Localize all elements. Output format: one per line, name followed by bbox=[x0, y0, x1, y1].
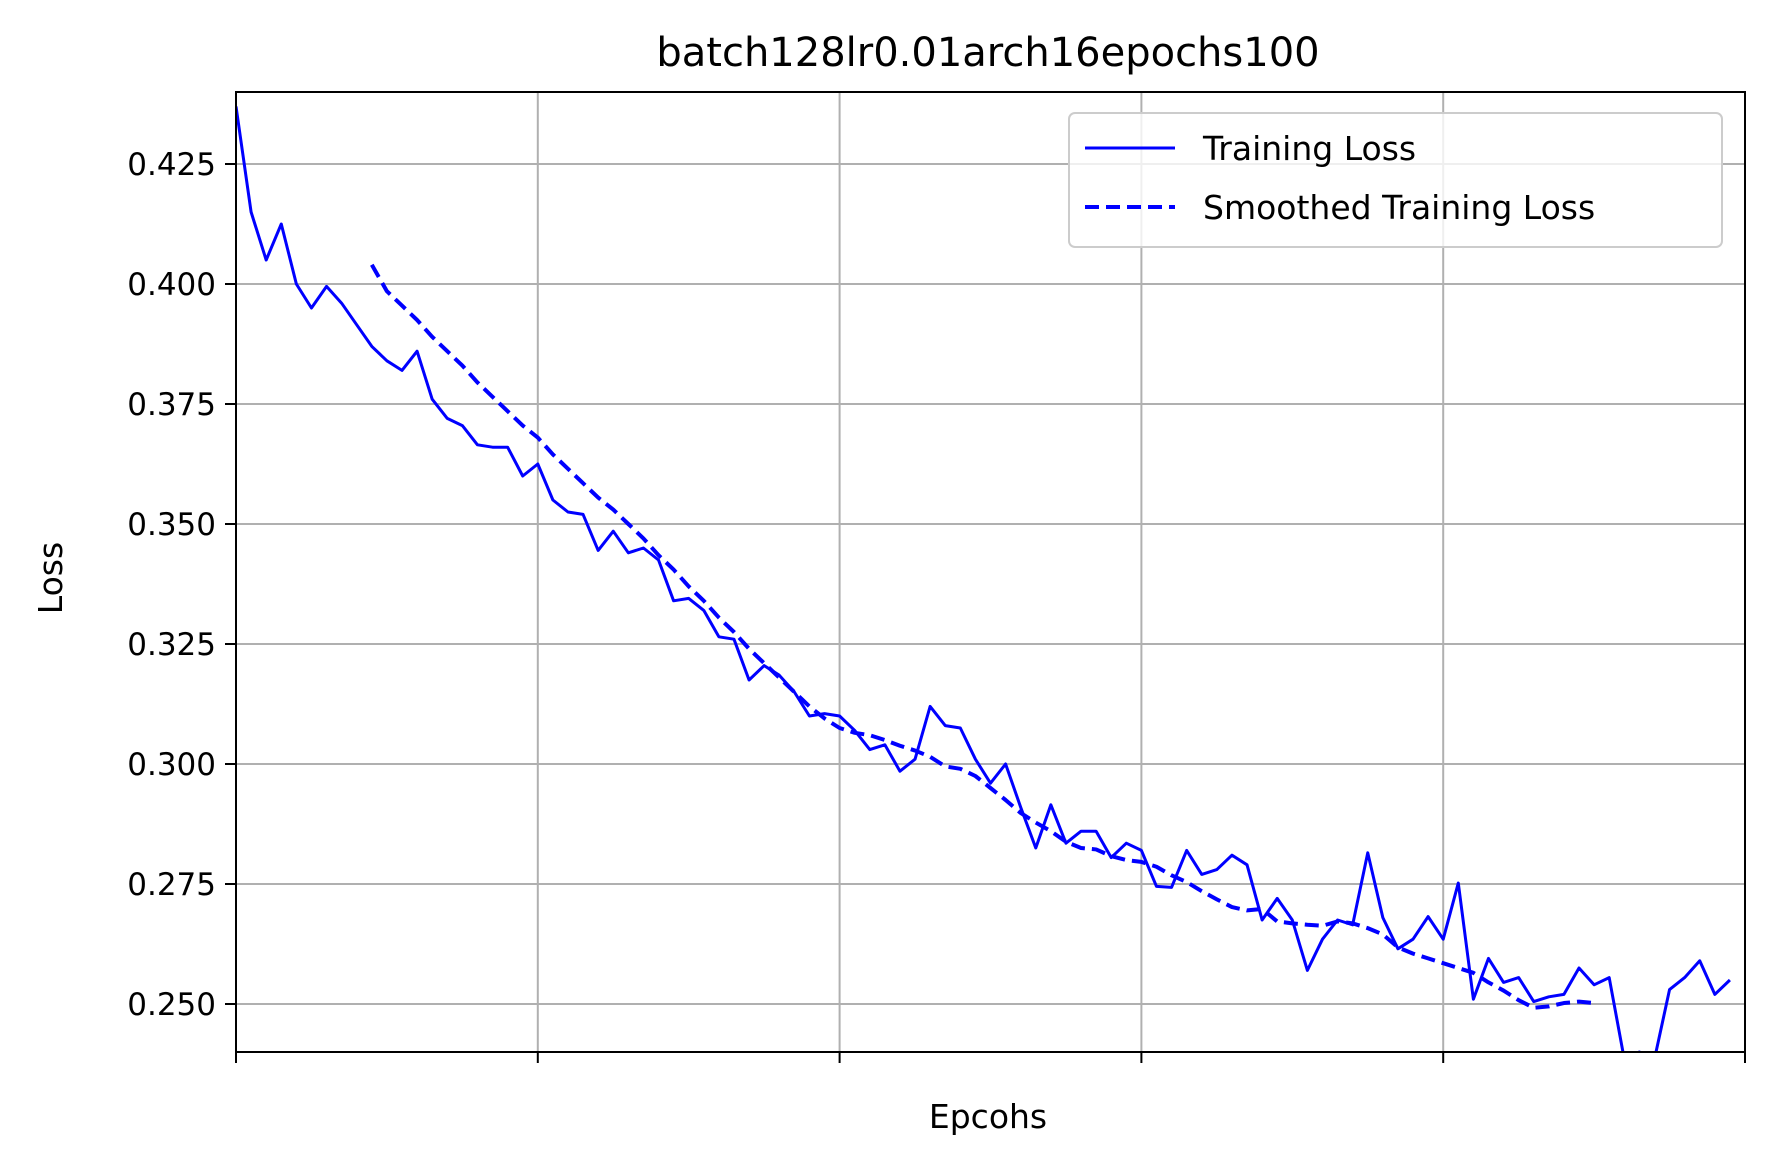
legend-box bbox=[1068, 112, 1723, 248]
series-layer bbox=[236, 106, 1731, 1052]
legend-label-smoothed-training-loss: Smoothed Training Loss bbox=[1203, 188, 1595, 227]
y-tick-label-6: 0.400 bbox=[127, 267, 216, 303]
y-tick-label-1: 0.275 bbox=[127, 867, 216, 903]
plot-frame bbox=[235, 91, 1746, 1053]
legend: Training Loss Smoothed Training Loss bbox=[1068, 112, 1723, 248]
y-tick-label-3: 0.325 bbox=[127, 627, 216, 663]
y-tick-label-4: 0.350 bbox=[127, 507, 216, 543]
axis-ticks: 0.250 0.275 0.300 0.325 0.350 0.375 0.400 0.425 bbox=[127, 147, 1746, 1063]
chart-title: batch128lr0.01arch16epochs100 bbox=[656, 30, 1319, 76]
y-tick-label-7: 0.425 bbox=[127, 147, 216, 183]
y-axis-label: Loss bbox=[31, 542, 70, 614]
y-tick-label-5: 0.375 bbox=[127, 387, 216, 423]
x-axis-label: Epcohs bbox=[929, 1097, 1047, 1136]
legend-label-training-loss: Training Loss bbox=[1202, 129, 1416, 168]
y-tick-label-2: 0.300 bbox=[127, 747, 216, 783]
smoothed-training-loss-line bbox=[370, 263, 1595, 1010]
y-tick-label-0: 0.250 bbox=[127, 987, 216, 1023]
grid-lines bbox=[235, 92, 1746, 1052]
